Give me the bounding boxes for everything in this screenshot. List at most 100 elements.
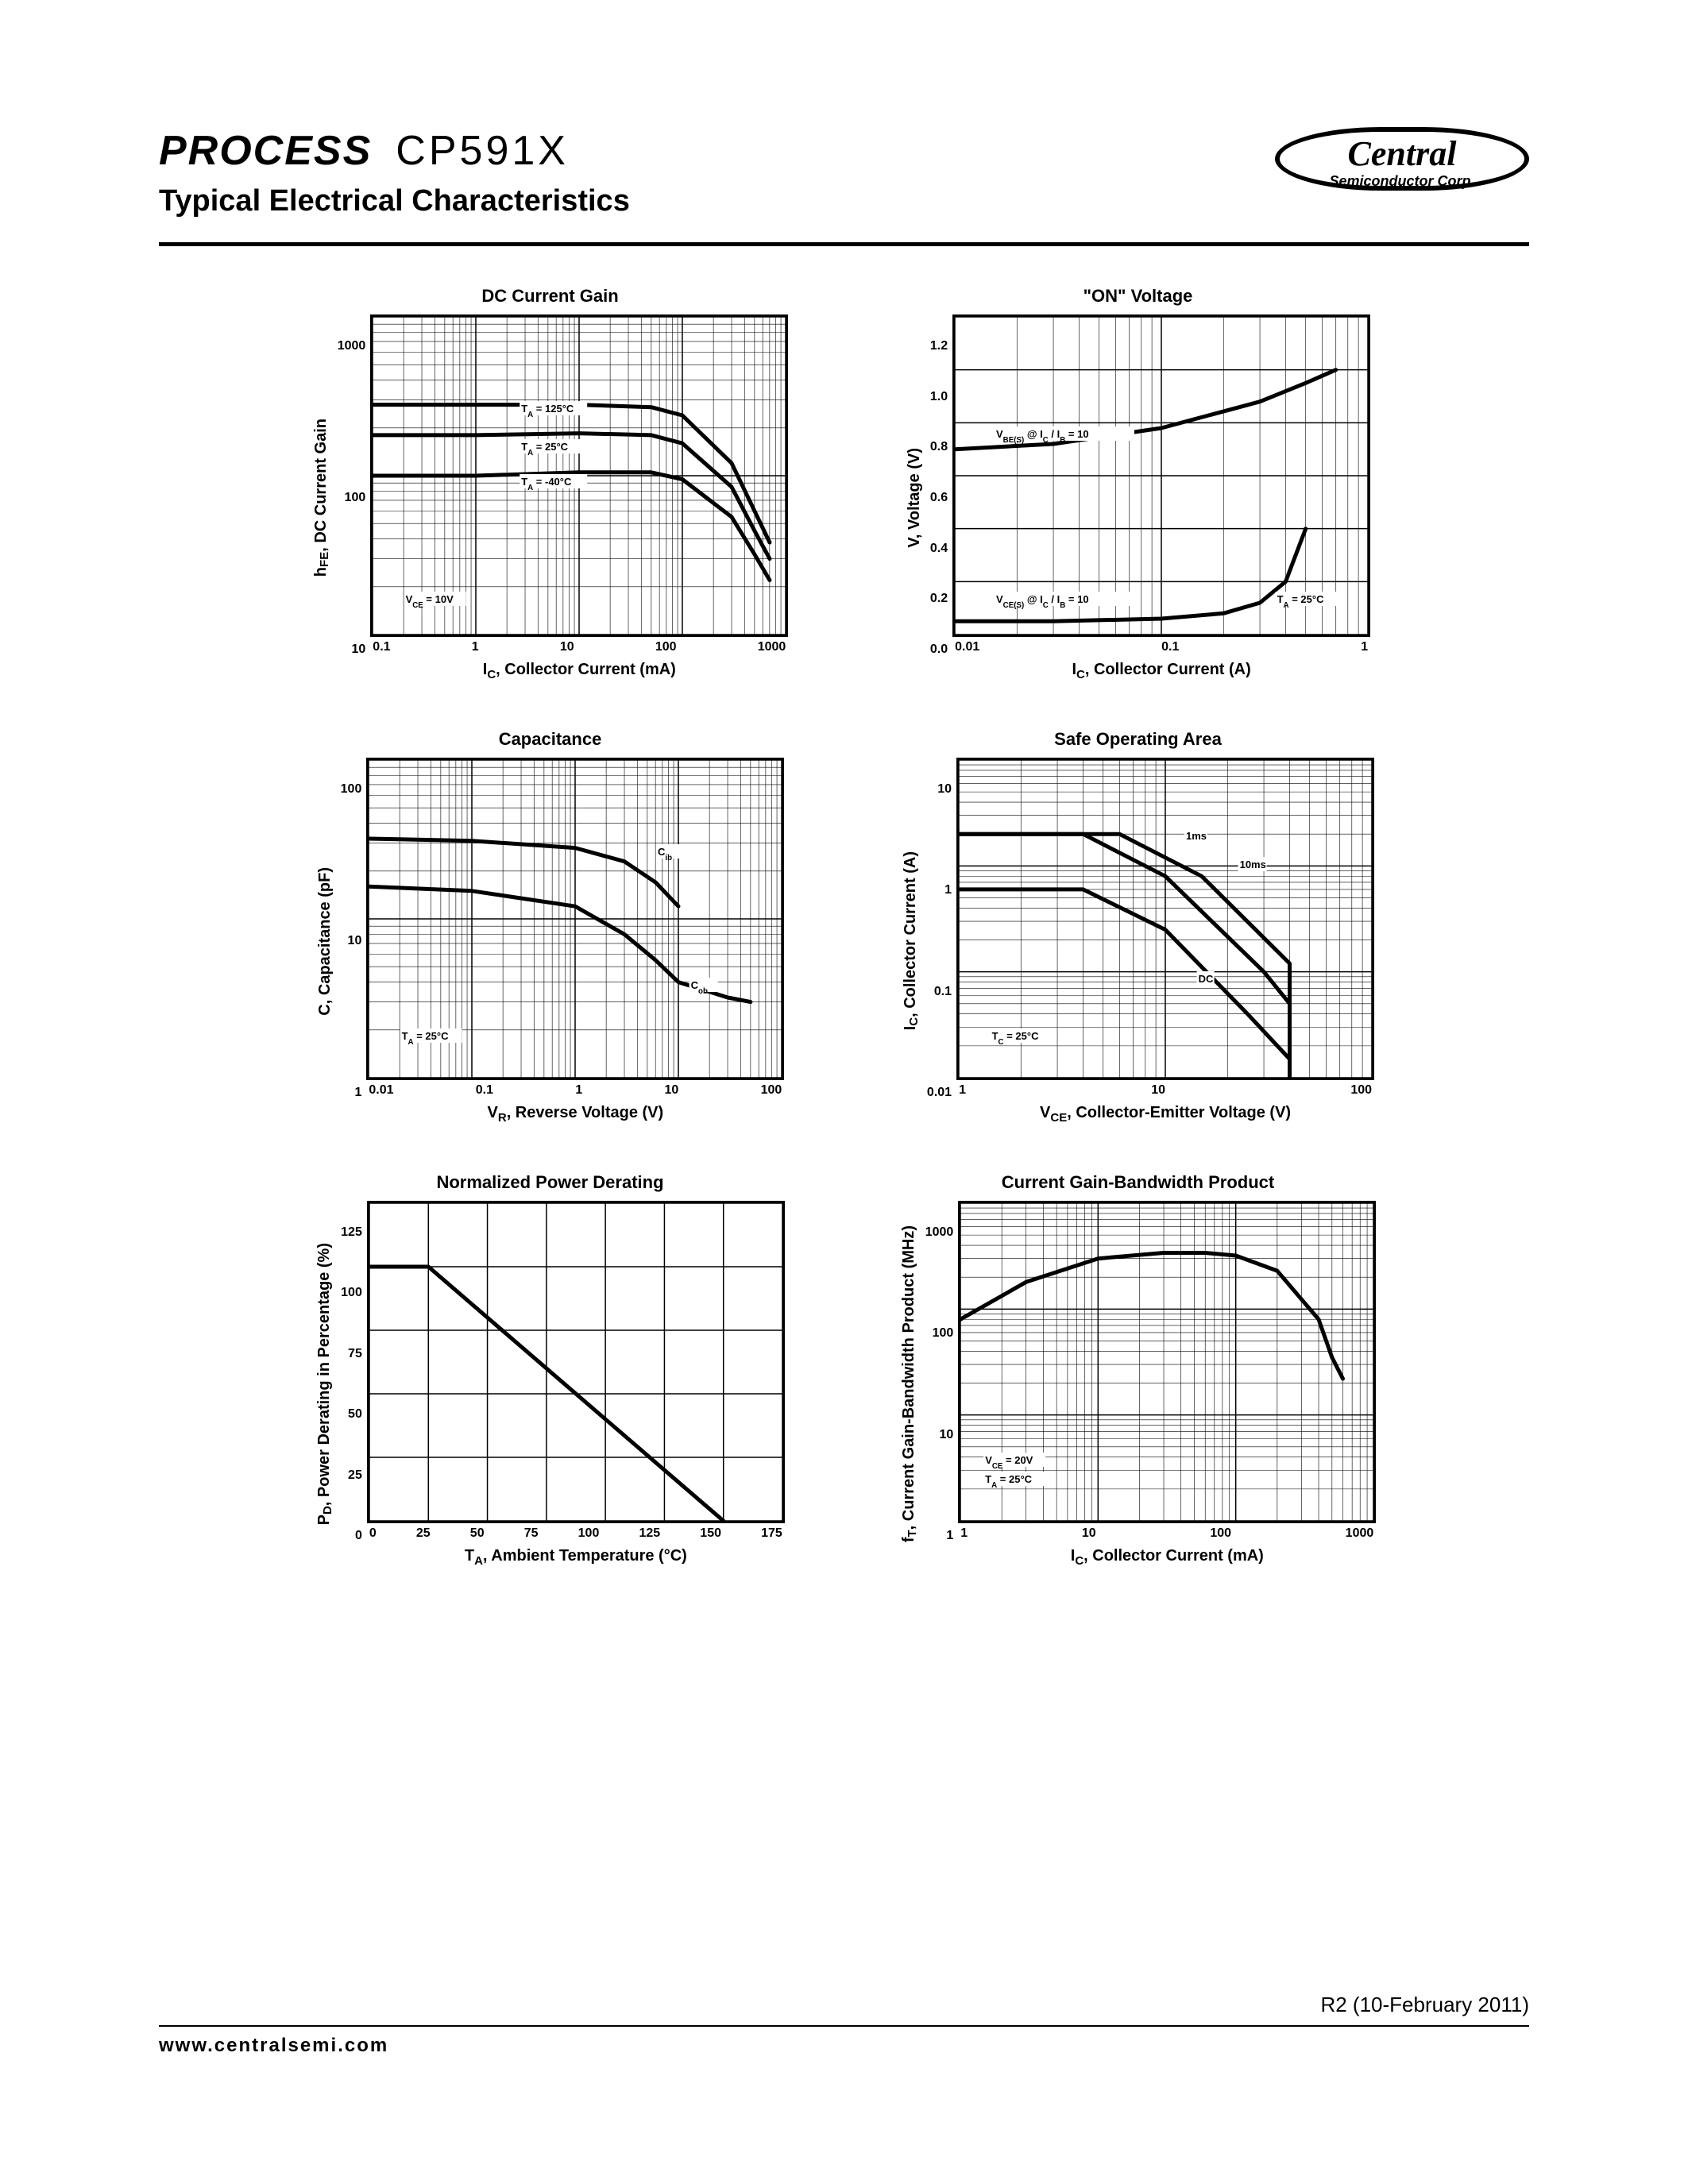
chart-gain-bandwidth: Current Gain-Bandwidth Product fT, Curren… [876,1172,1400,1568]
tick-label: 0.6 [930,491,948,505]
tick-label: 1 [1361,640,1368,654]
tick-label: 1000 [338,339,366,353]
tick-label: 1000 [758,640,786,654]
chart-on-voltage: "ON" VoltageV, Voltage (V)0.00.20.40.60.… [876,286,1400,681]
chart-title: Normalized Power Derating [436,1172,663,1193]
company-logo: Central Semiconductor Corp. [1275,127,1529,214]
tick-label: 175 [761,1526,782,1541]
y-axis-label: V, Voltage (V) [906,448,924,548]
tick-label: 0.01 [927,1086,952,1100]
y-tick-labels: 0255075100125 [341,1225,362,1543]
title-line: PROCESS CP591X [159,127,1275,175]
svg-text:DC: DC [1199,973,1214,985]
tick-label: 100 [578,1526,600,1541]
plot-stack: VCE = 20VTA = 25°C1101001000IC, Collecto… [958,1201,1376,1568]
tick-label: 75 [524,1526,539,1541]
tick-label: 100 [1210,1526,1231,1541]
tick-label: 50 [348,1407,362,1422]
plot-area: CibCobTA = 25°C [366,758,784,1080]
tick-label: 75 [348,1347,362,1361]
plot-area: 1ms10msDCTC = 25°C [956,758,1374,1080]
tick-label: 10 [940,1428,954,1442]
x-axis-label: VCE, Collector-Emitter Voltage (V) [1040,1104,1291,1125]
x-tick-labels: 0.010.1110100 [369,1083,782,1098]
tick-label: 100 [345,491,366,505]
chart-body: fT, Current Gain-Bandwidth Product (MHz)… [900,1201,1377,1568]
chart-title: Capacitance [499,729,602,750]
website-url: www.centralsemi.com [159,2035,1529,2057]
chart-title: DC Current Gain [481,286,618,307]
tick-label: 1 [946,1529,953,1543]
y-axis-label: IC, Collector Current (A) [902,851,921,1030]
tick-label: 0 [355,1529,362,1543]
plot-area [367,1201,785,1523]
tick-label: 0 [369,1526,377,1541]
tick-label: 0.0 [930,642,948,657]
tick-label: 10 [937,782,952,797]
chart-body: C, Capacitance (pF) 1 10 100 CibCobTA = 25°C… [316,758,785,1125]
chart-body: V, Voltage (V)0.00.20.40.60.81.01.2VBE(S… [906,314,1370,681]
x-axis-label: IC, Collector Current (mA) [1071,1547,1264,1568]
y-axis-label: C, Capacitance (pF) [316,867,334,1016]
y-axis-label: PD, Power Derating in Percentage (%) [315,1243,334,1525]
y-tick-labels: 10 100 1000 [338,339,366,657]
revision-label: R2 (10-February 2011) [159,1993,1529,2017]
page-subtitle: Typical Electrical Characteristics [159,184,1275,218]
logo-sub-text: Semiconductor Corp. [1275,173,1529,190]
x-tick-labels: 1 10 100 1000 [960,1526,1373,1541]
tick-label: 100 [341,782,362,797]
tick-label: 10 [665,1083,679,1098]
chart-title: Current Gain-Bandwidth Product [1002,1172,1274,1193]
chart-dc-current-gain: DC Current GainhFE, DC Current Gain10100… [288,286,813,681]
plot-stack: 0255075100125150175TA, Ambient Temperatu… [367,1201,785,1568]
x-tick-labels: 0.11101001000 [373,640,786,654]
header: PROCESS CP591X Typical Electrical Charac… [159,127,1529,218]
tick-label: 1 [575,1083,582,1098]
tick-label: 10 [352,642,366,657]
plot-stack: 1ms10msDCTC = 25°C110100VCE, Collector-E… [956,758,1374,1125]
x-tick-labels: 0.010.11 [955,640,1368,654]
tick-label: 0.1 [1161,640,1179,654]
chart-power-derating: Normalized Power Derating PD, Power Derat… [288,1172,813,1568]
tick-label: 100 [655,640,677,654]
tick-label: 1000 [925,1225,954,1240]
tick-label: 1 [944,883,952,897]
tick-label: 100 [761,1083,782,1098]
chart-body: hFE, DC Current Gain101001000TA = 125°CT… [312,314,789,681]
charts-grid: DC Current GainhFE, DC Current Gain10100… [288,286,1400,1568]
footer-rule [159,2025,1529,2027]
process-label: PROCESS [159,127,372,175]
x-axis-label: IC, Collector Current (mA) [483,661,676,681]
tick-label: 150 [700,1526,721,1541]
plot-area: TA = 125°CTA = 25°CTA = -40°CVCE = 10V [370,314,788,637]
y-tick-labels: 0.00.20.40.60.81.01.2 [930,339,948,657]
tick-label: 25 [416,1526,431,1541]
plot-stack: VBE(S) @ IC / IB = 10VCE(S) @ IC / IB = … [952,314,1370,681]
tick-label: 1 [354,1086,361,1100]
tick-label: 1 [472,640,479,654]
tick-label: 1 [960,1526,968,1541]
tick-label: 25 [348,1468,362,1483]
y-tick-labels: 1 10 100 1000 [925,1225,954,1543]
tick-label: 1.2 [930,339,948,353]
y-axis-label: fT, Current Gain-Bandwidth Product (MHz) [900,1225,919,1542]
tick-label: 125 [341,1225,362,1240]
tick-label: 1000 [1346,1526,1374,1541]
header-rule [159,242,1529,246]
chart-capacitance: Capacitance C, Capacitance (pF) 1 10 100 CibC… [288,729,813,1125]
tick-label: 10 [1151,1083,1165,1098]
tick-label: 0.1 [934,985,952,999]
x-tick-labels: 110100 [959,1083,1372,1098]
tick-label: 100 [933,1326,954,1341]
plot-stack: CibCobTA = 25°C0.010.1110100VR, Reverse … [366,758,784,1125]
part-number: CP591X [396,127,569,175]
chart-title: Safe Operating Area [1054,729,1222,750]
footer: R2 (10-February 2011) www.centralsemi.co… [159,1993,1529,2057]
header-left: PROCESS CP591X Typical Electrical Charac… [159,127,1275,218]
svg-text:1ms: 1ms [1186,830,1207,842]
tick-label: 0.2 [930,592,948,606]
chart-body: IC, Collector Current (A)0.010.11101ms10… [902,758,1374,1125]
tick-label: 10 [1082,1526,1096,1541]
logo-main-text: Central [1275,133,1529,174]
tick-label: 1 [959,1083,966,1098]
